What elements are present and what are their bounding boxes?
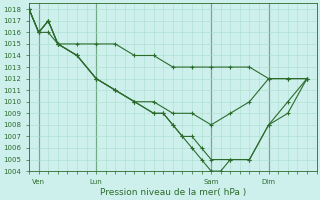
X-axis label: Pression niveau de la mer( hPa ): Pression niveau de la mer( hPa ) bbox=[100, 188, 246, 197]
